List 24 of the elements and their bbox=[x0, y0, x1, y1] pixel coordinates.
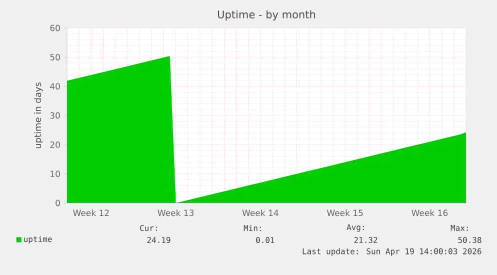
y-tick-label: 60 bbox=[50, 24, 60, 32]
y-tick-label: 30 bbox=[50, 112, 60, 119]
text: 24.19 bbox=[147, 236, 170, 244]
chart-title: Uptime - by month bbox=[218, 10, 316, 20]
y-tick-label: 20 bbox=[50, 141, 60, 148]
text: Avg: bbox=[346, 224, 364, 232]
y-tick-label: 50 bbox=[50, 54, 60, 60]
x-tick-label: Week 15 bbox=[326, 210, 363, 216]
y-tick-label: 40 bbox=[50, 83, 60, 90]
text: Last update: Sun Apr 19 14:00:03 2026 bbox=[302, 248, 482, 256]
legend-label: uptime bbox=[24, 236, 52, 244]
y-tick-label: 0 bbox=[56, 200, 60, 206]
x-tick-label: Week 16 bbox=[412, 210, 448, 216]
text: Cur: bbox=[140, 224, 157, 232]
text: 21.32 bbox=[354, 236, 378, 244]
y-tick-label: 10 bbox=[50, 170, 60, 178]
text: 0.01 bbox=[256, 236, 274, 244]
x-tick-label: Week 12 bbox=[73, 210, 109, 216]
x-tick-label: Week 14 bbox=[242, 210, 278, 216]
text: Min: bbox=[244, 224, 261, 232]
x-tick-label: Week 13 bbox=[158, 210, 194, 216]
text: 50.38 bbox=[458, 236, 482, 244]
y-axis-title: uptime in days bbox=[34, 82, 43, 148]
text: Max: bbox=[450, 225, 468, 231]
